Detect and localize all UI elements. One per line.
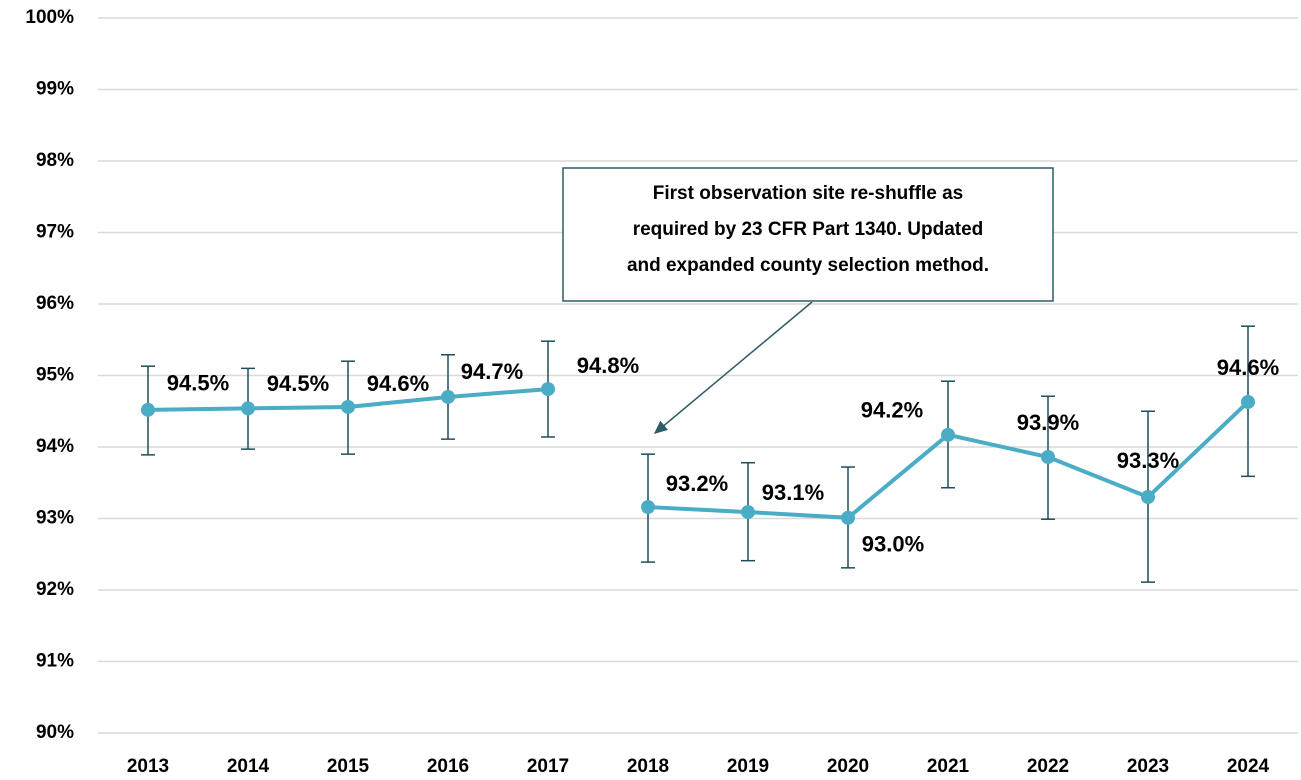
data-label: 93.3% [1117,448,1179,473]
point [1141,490,1155,505]
x-tick-label: 2016 [427,756,469,777]
x-tick-label: 2017 [527,756,569,777]
point [741,505,755,520]
point [441,389,455,404]
data-label: 94.6% [367,371,429,396]
point [241,401,255,416]
x-tick-label: 2020 [827,756,869,777]
grid [98,17,1298,734]
data-label: 94.6% [1217,355,1279,380]
point [641,500,655,515]
x-tick-label: 2013 [127,756,169,777]
data-label: 94.7% [461,359,523,384]
y-tick-label: 95% [36,365,74,386]
point [341,399,355,414]
annotation-box [562,167,1054,302]
y-tick-label: 97% [36,222,74,243]
x-tick-label: 2024 [1227,756,1270,777]
y-tick-label: 93% [36,508,74,529]
point [1241,394,1255,409]
x-tick-label: 2018 [627,756,669,777]
x-tick-label: 2023 [1127,756,1169,777]
data-label: 93.2% [666,471,728,496]
x-tick-label: 2022 [1027,756,1069,777]
data-label: 94.5% [167,371,229,396]
annotation-line: First observation site re-shuffle as [653,183,963,204]
y-tick-label: 99% [36,79,74,100]
x-tick-label: 2021 [927,756,970,777]
point [1041,450,1055,465]
annotation-line: required by 23 CFR Part 1340. Updated [633,219,984,240]
data-label: 94.2% [861,398,923,423]
y-tick-label: 94% [36,436,74,457]
x-tick-label: 2014 [227,756,270,777]
data-label: 93.9% [1017,410,1079,435]
data-label: 93.0% [862,532,924,557]
y-tick-label: 92% [36,579,74,600]
y-tick-label: 98% [36,150,74,171]
data-label: 93.1% [762,480,824,505]
y-tick-label: 100% [25,7,74,28]
data-label: 94.8% [577,353,639,378]
data-label: 94.5% [267,371,329,396]
y-tick-label: 96% [36,293,74,314]
point [941,427,955,442]
point [141,402,155,417]
point [841,510,855,525]
point [541,382,555,397]
y-tick-label: 91% [36,651,74,672]
x-tick-label: 2015 [327,756,370,777]
x-tick-label: 2019 [727,756,769,777]
y-tick-label: 90% [36,722,74,743]
annotation-line: and expanded county selection method. [627,255,989,276]
annotation-arrow [653,301,813,434]
